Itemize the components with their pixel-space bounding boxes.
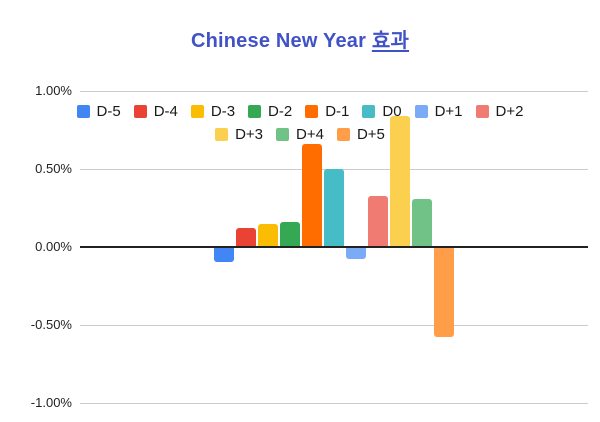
gridline: [80, 91, 588, 92]
bar-D+2[interactable]: [368, 195, 388, 247]
y-tick-label: 0.00%: [35, 239, 72, 254]
plot-area: [80, 91, 588, 404]
y-tick-label: 0.50%: [35, 161, 72, 176]
chart-title-underlined-text: 효과: [371, 30, 410, 52]
bar-D+3[interactable]: [390, 115, 410, 247]
y-tick-label: -0.50%: [30, 317, 72, 332]
gridline: [80, 403, 588, 404]
bar-D-1[interactable]: [302, 144, 322, 247]
gridline: [80, 325, 588, 326]
chart-title-text: Chinese New Year: [190, 30, 372, 52]
bar-D-3[interactable]: [258, 223, 278, 247]
y-tick-label: 1.00%: [35, 83, 72, 98]
bar-D0[interactable]: [324, 169, 344, 247]
bar-D+1[interactable]: [346, 248, 366, 259]
bar-D+4[interactable]: [412, 198, 432, 247]
chart-title: Chinese New Year 효과: [0, 24, 600, 53]
zero-axis-line: [80, 246, 588, 248]
bar-D-5[interactable]: [214, 248, 234, 263]
bar-D+5[interactable]: [434, 248, 454, 337]
bar-D-2[interactable]: [280, 222, 300, 247]
bar-D-4[interactable]: [236, 228, 256, 247]
y-tick-label: -1.00%: [30, 395, 72, 410]
